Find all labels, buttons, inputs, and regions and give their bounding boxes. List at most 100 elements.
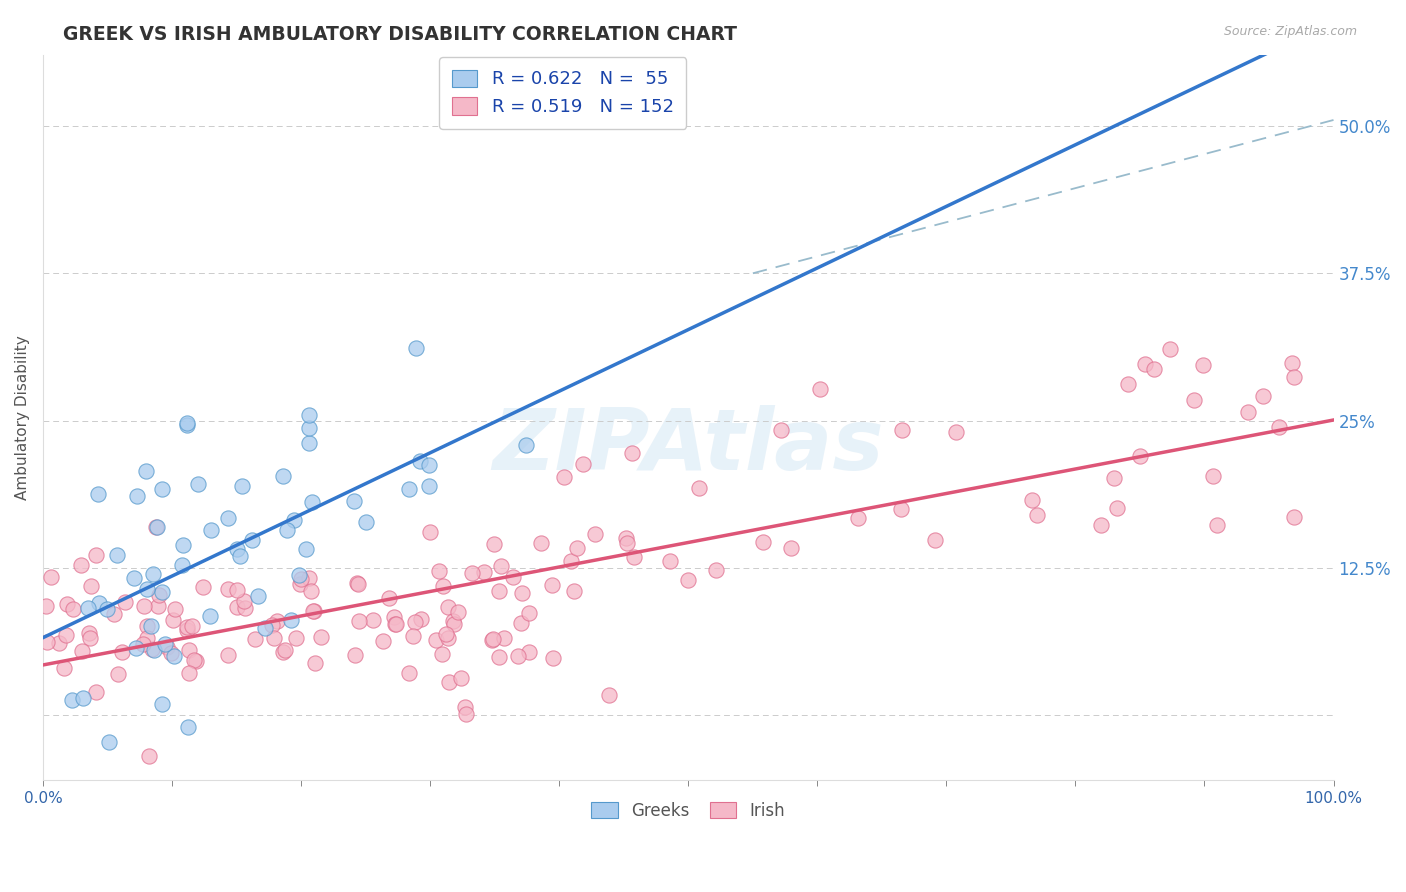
Point [418, 458, 440, 473]
Point [163, 601, 186, 615]
Point [142, 567, 165, 582]
Point [70, 558, 93, 572]
Point [217, 648, 239, 662]
Point [200, 608, 222, 623]
Point [280, 613, 302, 627]
Point [136, 632, 159, 646]
Point [437, 675, 460, 690]
Point [1237, 405, 1260, 419]
Point [553, 469, 575, 483]
Point [343, 494, 366, 508]
Point [541, 650, 564, 665]
Point [217, 582, 239, 596]
Point [562, 584, 585, 599]
Point [132, 637, 155, 651]
Point [441, 614, 464, 628]
Point [517, 606, 540, 620]
Point [419, 524, 441, 539]
Point [290, 577, 312, 591]
Point [229, 549, 252, 564]
Point [132, 599, 155, 613]
Point [107, 666, 129, 681]
Point [79, 631, 101, 645]
Point [77, 600, 100, 615]
Point [176, 416, 198, 430]
Point [141, 618, 163, 632]
Point [176, 620, 198, 634]
Point [453, 699, 475, 714]
Point [472, 566, 495, 580]
Point [349, 615, 371, 629]
Point [84, 684, 107, 698]
Point [177, 720, 200, 734]
Point [384, 617, 406, 632]
Point [288, 567, 311, 582]
Point [456, 706, 478, 721]
Point [86, 487, 108, 501]
Point [620, 446, 643, 460]
Point [304, 656, 326, 670]
Point [356, 515, 378, 529]
Point [155, 637, 177, 651]
Point [1129, 450, 1152, 464]
Text: ZIPAtlas: ZIPAtlas [492, 405, 884, 488]
Point [481, 633, 503, 648]
Point [515, 438, 537, 452]
Point [217, 511, 239, 525]
Point [148, 588, 170, 602]
Point [688, 481, 710, 495]
Point [254, 621, 277, 635]
Point [143, 643, 166, 657]
Point [890, 502, 912, 516]
Point [162, 613, 184, 627]
Point [443, 616, 465, 631]
Point [226, 600, 249, 615]
Point [240, 533, 263, 548]
Point [96, 601, 118, 615]
Point [176, 418, 198, 433]
Point [510, 586, 533, 600]
Point [769, 423, 792, 437]
Point [56, 597, 79, 611]
Point [346, 576, 368, 591]
Point [429, 564, 451, 578]
Point [141, 641, 163, 656]
Point [1267, 419, 1289, 434]
Point [425, 633, 447, 648]
Point [779, 541, 801, 555]
Point [271, 469, 294, 483]
Point [437, 600, 460, 615]
Point [298, 408, 321, 422]
Point [193, 580, 215, 594]
Point [402, 629, 425, 643]
Point [70, 644, 93, 658]
Point [491, 558, 513, 573]
Text: GREEK VS IRISH AMBULATORY DISABILITY CORRELATION CHART: GREEK VS IRISH AMBULATORY DISABILITY COR… [63, 25, 737, 44]
Point [506, 648, 529, 663]
Point [378, 591, 401, 605]
Point [263, 632, 285, 646]
Point [567, 541, 589, 555]
Point [1251, 389, 1274, 403]
Point [1105, 501, 1128, 516]
Point [382, 609, 405, 624]
Point [482, 632, 505, 646]
Point [225, 542, 247, 557]
Point [35, 635, 58, 649]
Point [245, 632, 267, 647]
Point [309, 630, 332, 644]
Point [572, 457, 595, 471]
Point [373, 633, 395, 648]
Point [616, 536, 638, 550]
Point [52, 661, 75, 675]
Point [301, 495, 323, 509]
Point [233, 594, 256, 608]
Point [136, 619, 159, 633]
Point [77, 625, 100, 640]
Point [72, 691, 94, 706]
Point [1102, 471, 1125, 485]
Point [1133, 357, 1156, 371]
Point [1281, 356, 1303, 370]
Point [302, 604, 325, 618]
Point [62, 602, 84, 616]
